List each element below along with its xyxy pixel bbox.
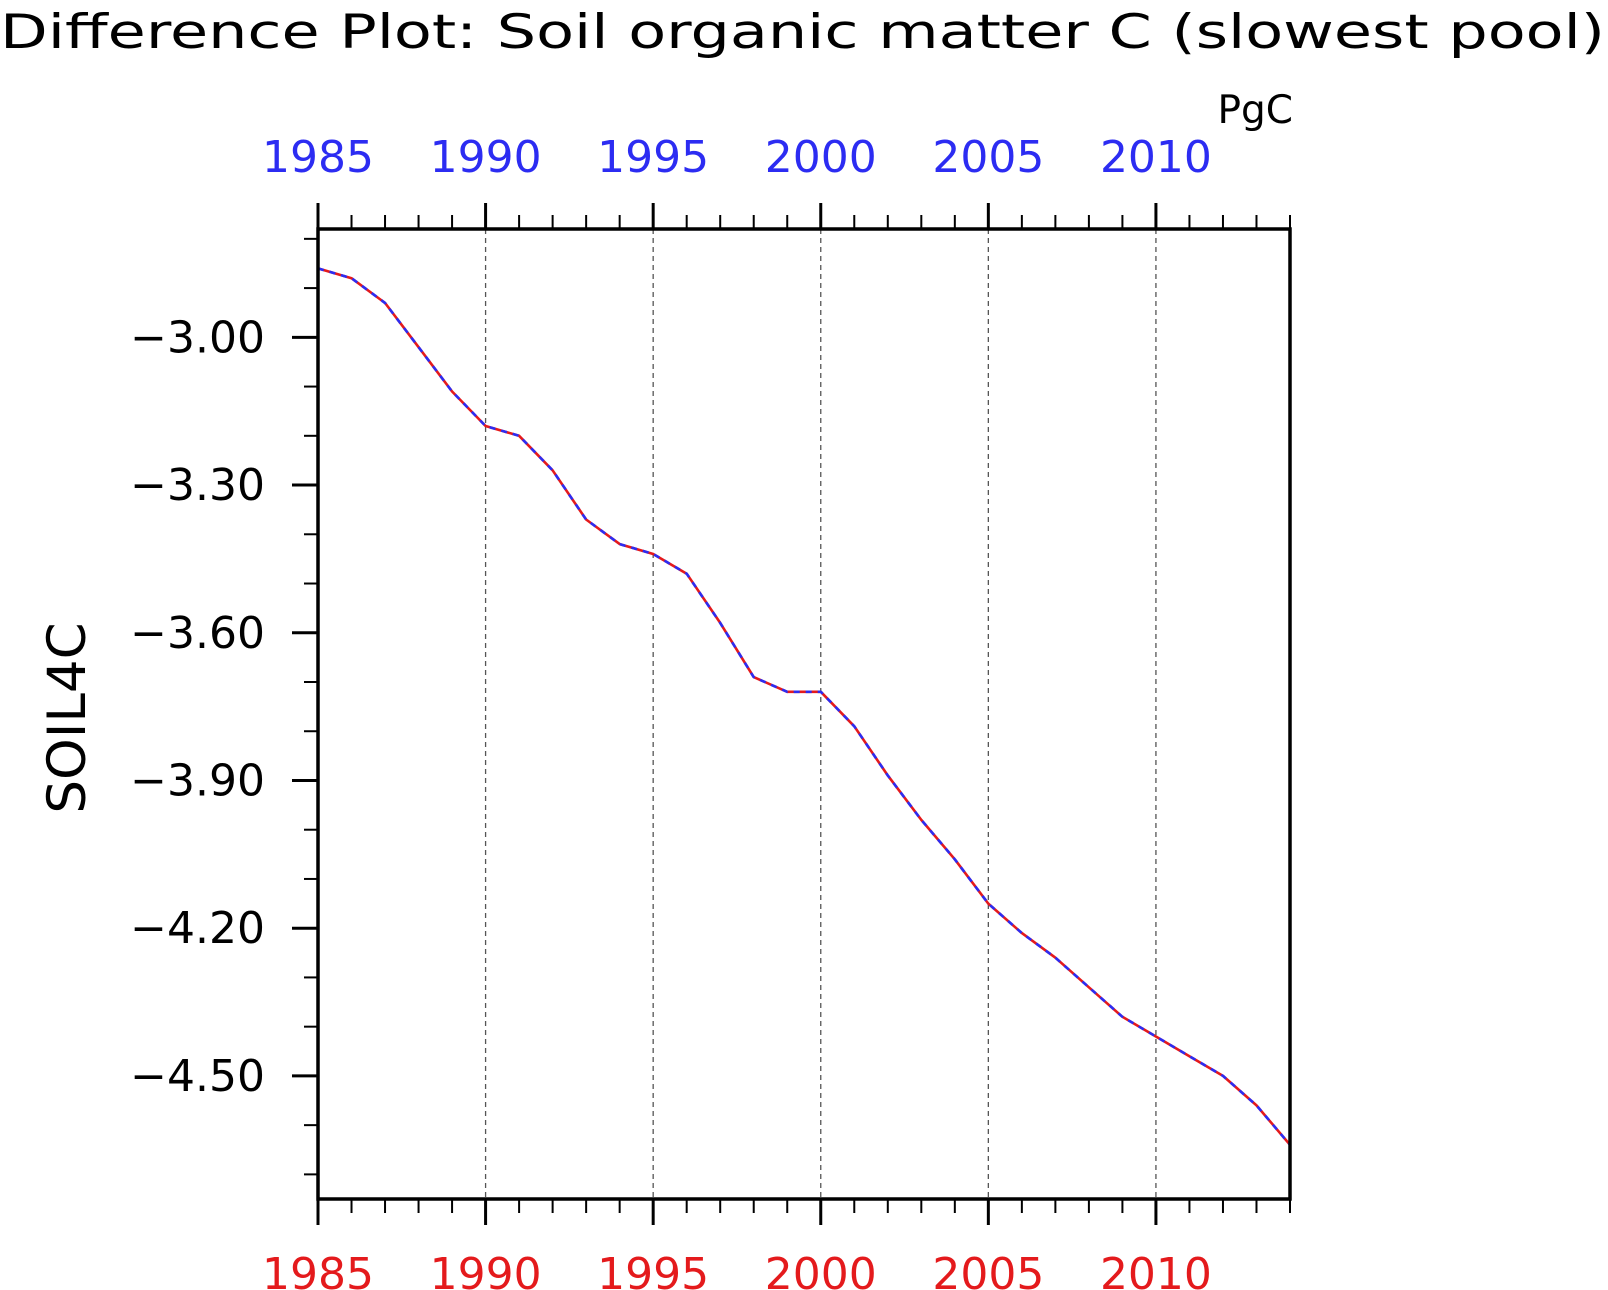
- data-series: [317, 267, 1291, 1146]
- bottom-x-tick-label: 1985: [262, 1249, 374, 1290]
- top-x-tick-label: 1990: [430, 132, 542, 183]
- top-x-tick-label: 2010: [1100, 132, 1212, 183]
- top-x-tick-label: 2005: [932, 132, 1044, 183]
- y-tick-label: −4.50: [130, 1051, 265, 1102]
- y-tick-label: −3.90: [130, 755, 265, 806]
- y-tick-label: −4.20: [130, 903, 265, 954]
- top-x-tick-label: 2000: [765, 132, 877, 183]
- y-axis-label: SOIL4C: [37, 622, 98, 813]
- bottom-x-tick-label: 1990: [430, 1249, 542, 1290]
- units-label: PgC: [1217, 88, 1293, 133]
- bottom-x-tick-label: 2000: [765, 1249, 877, 1290]
- axis-ticks: [292, 203, 1291, 1225]
- tick-labels: 1985 1985 1990 1990 1995 1995 2000 2000 2005 2005…: [130, 132, 1212, 1290]
- plot-frame: [316, 227, 1292, 1201]
- chart-title: Difference Plot: Soil organic matter C (…: [0, 5, 1605, 60]
- bottom-x-tick-label: 1995: [597, 1249, 709, 1290]
- series-line-1: [317, 267, 1291, 1146]
- y-tick-label: −3.00: [130, 312, 265, 363]
- series-line-2: [317, 267, 1291, 1146]
- y-tick-label: −3.30: [130, 460, 265, 511]
- bottom-x-tick-label: 2010: [1100, 1249, 1212, 1290]
- bottom-x-tick-label: 2005: [932, 1249, 1044, 1290]
- top-x-tick-label: 1985: [262, 132, 374, 183]
- y-tick-label: −3.60: [130, 608, 265, 659]
- x-gridlines: [484, 229, 1157, 1199]
- top-x-tick-label: 1995: [597, 132, 709, 183]
